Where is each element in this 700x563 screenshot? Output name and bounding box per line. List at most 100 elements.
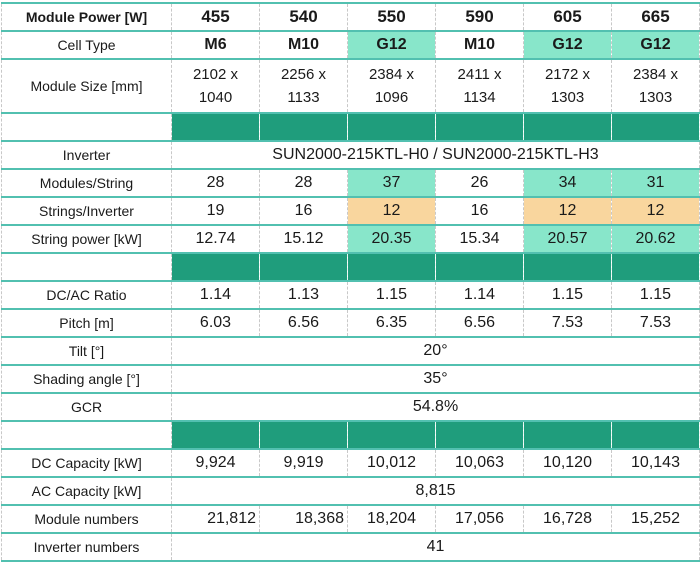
table-cell: G12 bbox=[347, 30, 436, 60]
row-dc-ac-ratio: DC/AC Ratio 1.14 1.13 1.15 1.14 1.15 1.1… bbox=[1, 280, 700, 310]
separator-cell bbox=[171, 420, 260, 450]
table-cell: 6.35 bbox=[347, 308, 436, 338]
table-cell: 28 bbox=[171, 168, 260, 198]
table-cell-span: 35° bbox=[171, 364, 700, 394]
separator-label-cell bbox=[1, 420, 172, 450]
table-cell: 9,919 bbox=[259, 448, 348, 478]
row-label: Shading angle [°] bbox=[1, 364, 172, 394]
table-cell: 31 bbox=[611, 168, 700, 198]
table-cell: M10 bbox=[435, 30, 524, 60]
table-cell: 1.15 bbox=[523, 280, 612, 310]
table-cell: 12 bbox=[611, 196, 700, 226]
row-label: Inverter numbers bbox=[1, 532, 172, 562]
table-cell-span: 41 bbox=[171, 532, 700, 562]
table-cell: 16,728 bbox=[523, 504, 612, 534]
table-cell: 2411 x 1134 bbox=[435, 58, 524, 114]
separator-cell bbox=[523, 420, 612, 450]
row-label: Module numbers bbox=[1, 504, 172, 534]
separator-cell bbox=[611, 112, 700, 142]
row-ac-capacity: AC Capacity [kW] 8,815 bbox=[1, 476, 700, 506]
table-cell: 34 bbox=[523, 168, 612, 198]
table-cell: 16 bbox=[435, 196, 524, 226]
row-tilt: Tilt [°] 20° bbox=[1, 336, 700, 366]
separator-cell bbox=[523, 252, 612, 282]
row-label: Cell Type bbox=[1, 30, 172, 60]
table-cell: 1.15 bbox=[347, 280, 436, 310]
row-label: Modules/String bbox=[1, 168, 172, 198]
table-cell: 17,056 bbox=[435, 504, 524, 534]
separator-cell bbox=[347, 112, 436, 142]
separator-cell bbox=[435, 112, 524, 142]
separator-cell bbox=[259, 252, 348, 282]
table-cell: 9,924 bbox=[171, 448, 260, 478]
separator-cell bbox=[611, 420, 700, 450]
table-cell: 2102 x 1040 bbox=[171, 58, 260, 114]
separator-cell bbox=[259, 112, 348, 142]
table-cell: G12 bbox=[611, 30, 700, 60]
table-cell-span: 8,815 bbox=[171, 476, 700, 506]
row-dc-capacity: DC Capacity [kW] 9,924 9,919 10,012 10,0… bbox=[1, 448, 700, 478]
separator-label-cell bbox=[1, 252, 172, 282]
table-cell: 15.12 bbox=[259, 224, 348, 254]
table-cell: 12.74 bbox=[171, 224, 260, 254]
table-cell: M10 bbox=[259, 30, 348, 60]
separator-cell bbox=[347, 252, 436, 282]
table-cell: 10,012 bbox=[347, 448, 436, 478]
table-cell: M6 bbox=[171, 30, 260, 60]
table-cell: 28 bbox=[259, 168, 348, 198]
table-cell: 12 bbox=[523, 196, 612, 226]
row-label: AC Capacity [kW] bbox=[1, 476, 172, 506]
separator-cell bbox=[523, 112, 612, 142]
row-module-numbers: Module numbers 21,812 18,368 18,204 17,0… bbox=[1, 504, 700, 534]
table-cell: 2256 x 1133 bbox=[259, 58, 348, 114]
table-cell: 1.14 bbox=[435, 280, 524, 310]
table-cell: 590 bbox=[435, 2, 524, 32]
row-label: Pitch [m] bbox=[1, 308, 172, 338]
table-cell: 1.13 bbox=[259, 280, 348, 310]
table-cell: 20.35 bbox=[347, 224, 436, 254]
table-cell: 15.34 bbox=[435, 224, 524, 254]
table-cell: 605 bbox=[523, 2, 612, 32]
table-cell: 15,252 bbox=[611, 504, 700, 534]
table-cell: 665 bbox=[611, 2, 700, 32]
row-inverter: Inverter SUN2000-215KTL-H0 / SUN2000-215… bbox=[1, 140, 700, 170]
row-module-size: Module Size [mm] 2102 x 1040 2256 x 1133… bbox=[1, 58, 700, 114]
separator-cell bbox=[435, 420, 524, 450]
table-cell: 550 bbox=[347, 2, 436, 32]
table-cell: 6.56 bbox=[435, 308, 524, 338]
row-gcr: GCR 54.8% bbox=[1, 392, 700, 422]
table-cell: 26 bbox=[435, 168, 524, 198]
table-cell-span: 20° bbox=[171, 336, 700, 366]
table-cell: 10,143 bbox=[611, 448, 700, 478]
table-cell: 10,120 bbox=[523, 448, 612, 478]
separator-cell bbox=[611, 252, 700, 282]
row-label: Inverter bbox=[1, 140, 172, 170]
separator-cell bbox=[435, 252, 524, 282]
table-cell: 12 bbox=[347, 196, 436, 226]
table-cell: 7.53 bbox=[611, 308, 700, 338]
row-label: Tilt [°] bbox=[1, 336, 172, 366]
row-label: String power [kW] bbox=[1, 224, 172, 254]
separator-label-cell bbox=[1, 112, 172, 142]
table-cell: 18,204 bbox=[347, 504, 436, 534]
table-cell: 19 bbox=[171, 196, 260, 226]
row-label: DC Capacity [kW] bbox=[1, 448, 172, 478]
table-cell: G12 bbox=[523, 30, 612, 60]
separator-row bbox=[1, 112, 700, 142]
row-string-power: String power [kW] 12.74 15.12 20.35 15.3… bbox=[1, 224, 700, 254]
separator-row bbox=[1, 252, 700, 282]
row-inverter-numbers: Inverter numbers 41 bbox=[1, 532, 700, 562]
table-cell: 1.14 bbox=[171, 280, 260, 310]
table-cell: 20.57 bbox=[523, 224, 612, 254]
table-cell: 2384 x 1303 bbox=[611, 58, 700, 114]
table-cell: 455 bbox=[171, 2, 260, 32]
row-label: Strings/Inverter bbox=[1, 196, 172, 226]
row-label: Module Size [mm] bbox=[1, 58, 172, 114]
table-cell: 10,063 bbox=[435, 448, 524, 478]
separator-cell bbox=[259, 420, 348, 450]
separator-row bbox=[1, 420, 700, 450]
row-label: Module Power [W] bbox=[1, 2, 172, 32]
row-label: GCR bbox=[1, 392, 172, 422]
table-cell: 1.15 bbox=[611, 280, 700, 310]
